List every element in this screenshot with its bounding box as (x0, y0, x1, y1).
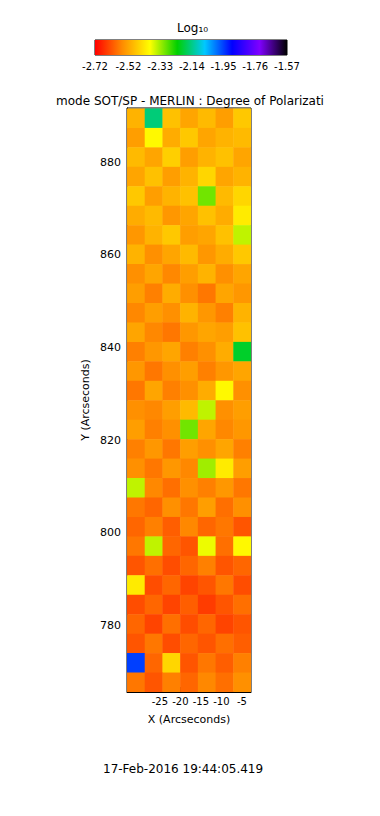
svg-text:-15: -15 (193, 696, 209, 707)
svg-text:800: 800 (100, 526, 121, 539)
svg-text:-1.95: -1.95 (211, 61, 237, 72)
svg-text:-2.33: -2.33 (147, 61, 173, 72)
svg-text:17-Feb-2016 19:44:05.419: 17-Feb-2016 19:44:05.419 (103, 762, 263, 776)
svg-text:mode SOT/SP - MERLIN : Degree: mode SOT/SP - MERLIN : Degree of Polariz… (56, 94, 324, 108)
svg-text:Log₁₀: Log₁₀ (177, 21, 208, 35)
svg-text:860: 860 (100, 248, 121, 261)
svg-text:880: 880 (100, 156, 121, 169)
svg-text:-20: -20 (172, 696, 188, 707)
svg-text:-5: -5 (237, 696, 247, 707)
svg-text:-1.57: -1.57 (274, 61, 300, 72)
svg-text:-2.14: -2.14 (179, 61, 205, 72)
svg-text:-2.72: -2.72 (82, 61, 108, 72)
svg-text:-25: -25 (152, 696, 168, 707)
svg-text:-1.76: -1.76 (242, 61, 268, 72)
svg-text:840: 840 (100, 341, 121, 354)
svg-text:780: 780 (100, 619, 121, 632)
svg-text:X (Arcseconds): X (Arcseconds) (148, 713, 230, 726)
svg-text:-2.52: -2.52 (115, 61, 141, 72)
svg-text:820: 820 (100, 434, 121, 447)
svg-text:Y (Arcseconds): Y (Arcseconds) (79, 359, 92, 442)
svg-text:-10: -10 (213, 696, 229, 707)
